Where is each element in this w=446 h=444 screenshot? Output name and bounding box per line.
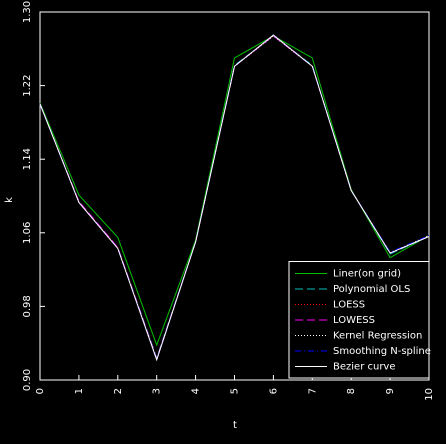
series-line [39,35,430,361]
legend-label: Smoothing N-spline [333,346,431,357]
x-tick-label: 9 [385,388,396,394]
y-tick-label: 1.22 [22,74,33,96]
x-tick-label: 7 [307,388,318,394]
x-tick-label: 10 [424,388,435,401]
x-tick-label: 8 [346,388,357,394]
x-axis-label: t [233,420,237,431]
y-tick-label: 0.90 [22,369,33,391]
legend-label: Bezier curve [333,362,396,373]
x-tick-label: 3 [152,388,163,394]
x-tick-label: 4 [191,388,202,394]
x-tick-label: 2 [113,388,124,394]
y-tick-label: 1.14 [22,148,33,170]
x-tick-label: 5 [230,388,241,394]
y-tick-label: 1.30 [22,1,33,23]
legend-label: Polynomial OLS [333,284,410,295]
y-axis-label: k [4,197,15,203]
x-tick-label: 1 [74,388,85,394]
legend-label: Liner(on grid) [333,269,401,280]
legend-label: Kernel Regression [333,331,422,342]
y-tick-label: 0.98 [22,295,33,317]
series-line [39,34,430,362]
legend-label: LOESS [333,300,365,311]
x-tick-label: 0 [35,388,46,394]
legend-label: LOWESS [333,315,375,326]
x-tick-label: 6 [268,388,279,394]
y-tick-label: 1.06 [22,222,33,244]
